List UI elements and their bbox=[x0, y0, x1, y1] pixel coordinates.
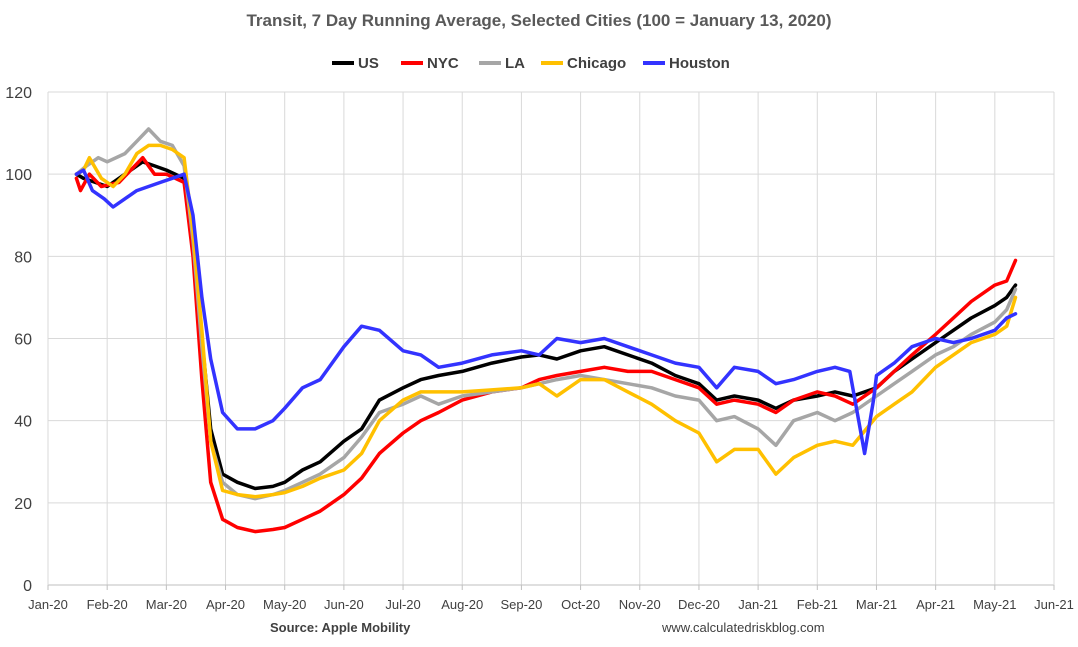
x-tick-label: Mar-21 bbox=[856, 597, 897, 612]
series-line-us bbox=[74, 160, 1018, 491]
x-tick-label: Jan-20 bbox=[28, 597, 68, 612]
legend-label: LA bbox=[505, 55, 525, 72]
y-tick-label: 80 bbox=[14, 249, 32, 266]
series-line-chicago bbox=[74, 143, 1018, 499]
legend-item-chicago: Chicago bbox=[541, 55, 626, 72]
x-tick-label: Feb-20 bbox=[87, 597, 128, 612]
y-tick-label: 60 bbox=[14, 332, 32, 349]
y-tick-label: 0 bbox=[23, 578, 32, 595]
x-tick-label: Nov-20 bbox=[619, 597, 661, 612]
legend: US NYC LA Chicago Houston bbox=[332, 55, 730, 72]
legend-item-houston: Houston bbox=[643, 55, 730, 72]
legend-item-la: LA bbox=[479, 55, 525, 72]
x-tick-label: May-20 bbox=[263, 597, 306, 612]
x-tick-label: Jan-21 bbox=[738, 597, 778, 612]
x-tick-label: Sep-20 bbox=[500, 597, 542, 612]
legend-label: NYC bbox=[427, 55, 459, 72]
x-tick-label: May-21 bbox=[973, 597, 1016, 612]
legend-label: Houston bbox=[669, 55, 730, 72]
series-line-la bbox=[74, 127, 1018, 501]
y-tick-label: 120 bbox=[5, 85, 32, 102]
series-lines bbox=[74, 127, 1018, 534]
website-credit: www.calculatedriskblog.com bbox=[661, 620, 825, 635]
x-tick-label: Feb-21 bbox=[797, 597, 838, 612]
legend-label: US bbox=[358, 55, 379, 72]
x-tick-label: Jun-20 bbox=[324, 597, 364, 612]
axes: 0 20 40 60 80 100 120 Jan-20 Feb-20 Mar-20 Apr-20 M… bbox=[5, 85, 1074, 612]
y-tick-label: 100 bbox=[5, 167, 32, 184]
x-tick-label: Jul-20 bbox=[385, 597, 420, 612]
x-tick-label: Dec-20 bbox=[678, 597, 720, 612]
y-tick-label: 20 bbox=[14, 496, 32, 513]
chart-title: Transit, 7 Day Running Average, Selected… bbox=[246, 11, 831, 30]
source-note: Source: Apple Mobility bbox=[270, 620, 411, 635]
x-tick-label: Oct-20 bbox=[561, 597, 600, 612]
series-line-houston bbox=[74, 168, 1018, 456]
x-tick-label: Jun-21 bbox=[1034, 597, 1074, 612]
x-tick-label: Mar-20 bbox=[146, 597, 187, 612]
legend-label: Chicago bbox=[567, 55, 626, 72]
x-tick-label: Apr-20 bbox=[206, 597, 245, 612]
x-tick-label: Aug-20 bbox=[441, 597, 483, 612]
legend-item-nyc: NYC bbox=[401, 55, 459, 72]
y-tick-label: 40 bbox=[14, 414, 32, 431]
x-tick-label: Apr-21 bbox=[916, 597, 955, 612]
legend-item-us: US bbox=[332, 55, 379, 72]
